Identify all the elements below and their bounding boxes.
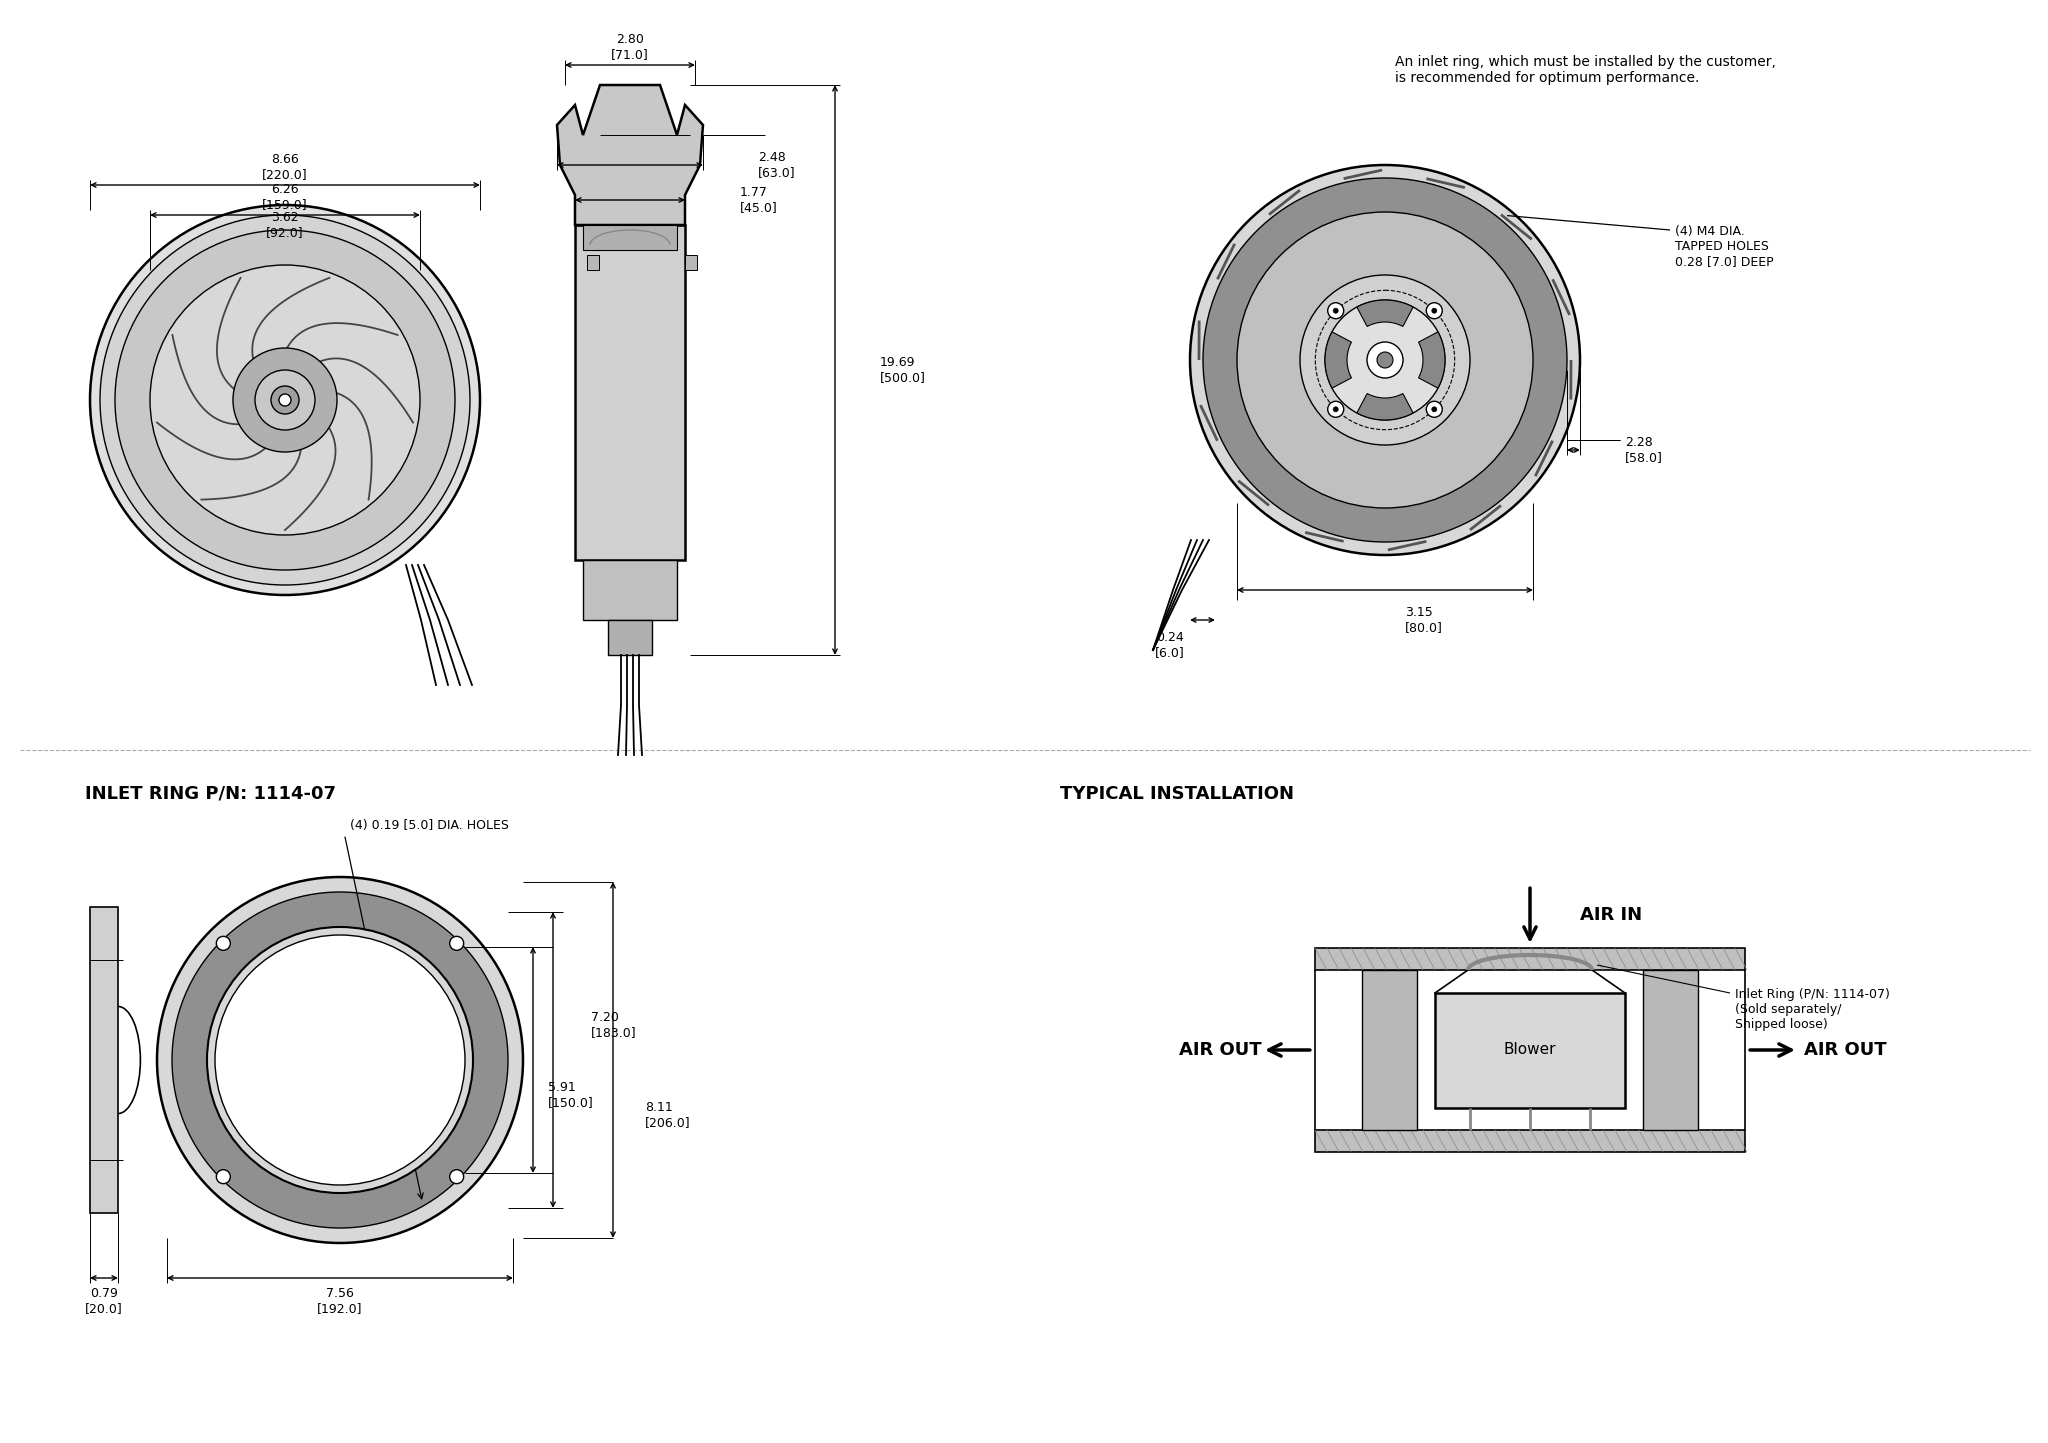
Circle shape — [1425, 303, 1442, 319]
Circle shape — [1202, 177, 1567, 543]
Circle shape — [217, 1170, 229, 1183]
Text: 2.28
[58.0]: 2.28 [58.0] — [1624, 436, 1663, 465]
Text: AIR OUT: AIR OUT — [1180, 1040, 1262, 1059]
Circle shape — [270, 385, 299, 414]
Circle shape — [1333, 407, 1337, 411]
Bar — [1436, 993, 1624, 1108]
Circle shape — [115, 229, 455, 570]
Circle shape — [1376, 352, 1393, 368]
Circle shape — [1333, 309, 1337, 313]
Bar — [584, 225, 678, 250]
Circle shape — [1300, 276, 1470, 444]
Circle shape — [279, 394, 291, 405]
Text: Blower: Blower — [1503, 1042, 1556, 1058]
Polygon shape — [1419, 332, 1446, 388]
Circle shape — [207, 926, 473, 1193]
Circle shape — [217, 937, 229, 951]
Bar — [1315, 948, 1745, 970]
Circle shape — [100, 215, 469, 584]
Text: An inlet ring, which must be installed by the customer,
is recommended for optim: An inlet ring, which must be installed b… — [1395, 55, 1776, 85]
Circle shape — [1432, 309, 1438, 313]
Circle shape — [1190, 165, 1579, 556]
Text: 0.79
[20.0]: 0.79 [20.0] — [86, 1287, 123, 1315]
Text: INLET RING P/N: 1114-07: INLET RING P/N: 1114-07 — [86, 785, 336, 802]
Text: 2.80
[71.0]: 2.80 [71.0] — [610, 33, 649, 61]
Text: 19.69
[500.0]: 19.69 [500.0] — [881, 356, 926, 384]
Text: 3.62
[92.0]: 3.62 [92.0] — [266, 211, 303, 240]
Circle shape — [150, 266, 420, 535]
Circle shape — [215, 935, 465, 1185]
Text: TYPICAL INSTALLATION: TYPICAL INSTALLATION — [1061, 785, 1294, 802]
Text: AIR IN: AIR IN — [1579, 906, 1642, 924]
Text: 3.15
[80.0]: 3.15 [80.0] — [1405, 606, 1444, 633]
Circle shape — [451, 1170, 463, 1183]
Circle shape — [158, 877, 522, 1242]
Polygon shape — [557, 85, 702, 225]
Text: 8.11
[206.0]: 8.11 [206.0] — [645, 1101, 690, 1128]
Circle shape — [256, 369, 315, 430]
Text: 7.56
[192.0]: 7.56 [192.0] — [317, 1287, 362, 1315]
Text: 2.48
[63.0]: 2.48 [63.0] — [758, 152, 795, 179]
Text: 6.26
[159.0]: 6.26 [159.0] — [262, 183, 307, 211]
Bar — [1315, 1130, 1745, 1152]
Circle shape — [1425, 401, 1442, 417]
Bar — [1362, 970, 1417, 1130]
Polygon shape — [1325, 332, 1352, 388]
Bar — [588, 255, 598, 270]
Text: 0.24
[6.0]: 0.24 [6.0] — [1155, 631, 1186, 659]
Bar — [684, 255, 696, 270]
Bar — [584, 560, 678, 620]
Circle shape — [1432, 407, 1438, 411]
Circle shape — [451, 937, 463, 951]
Text: AIR OUT: AIR OUT — [1804, 1040, 1886, 1059]
Text: 8.66
[220.0]: 8.66 [220.0] — [262, 153, 307, 180]
Text: 1.77
[45.0]: 1.77 [45.0] — [739, 186, 778, 214]
Bar — [90, 908, 119, 1214]
Circle shape — [172, 892, 508, 1228]
Circle shape — [1327, 401, 1343, 417]
Circle shape — [1327, 303, 1343, 319]
Text: 5.91
[150.0]: 5.91 [150.0] — [549, 1081, 594, 1110]
Circle shape — [1237, 212, 1534, 508]
Circle shape — [1366, 342, 1403, 378]
Text: (4) 0.19 [5.0] DIA. HOLES: (4) 0.19 [5.0] DIA. HOLES — [350, 820, 508, 833]
Polygon shape — [1358, 300, 1413, 326]
Bar — [608, 620, 651, 655]
Circle shape — [90, 205, 479, 595]
Circle shape — [1325, 300, 1446, 420]
Text: Inlet Ring (P/N: 1114-07)
(Sold separately/
Shipped loose): Inlet Ring (P/N: 1114-07) (Sold separate… — [1735, 988, 1890, 1030]
Text: 7.20
[183.0]: 7.20 [183.0] — [592, 1012, 637, 1039]
Bar — [575, 225, 684, 560]
Circle shape — [233, 348, 338, 452]
Bar — [1642, 970, 1698, 1130]
Polygon shape — [1358, 394, 1413, 420]
Text: (4) M4 DIA.
TAPPED HOLES
0.28 [7.0] DEEP: (4) M4 DIA. TAPPED HOLES 0.28 [7.0] DEEP — [1675, 225, 1774, 268]
